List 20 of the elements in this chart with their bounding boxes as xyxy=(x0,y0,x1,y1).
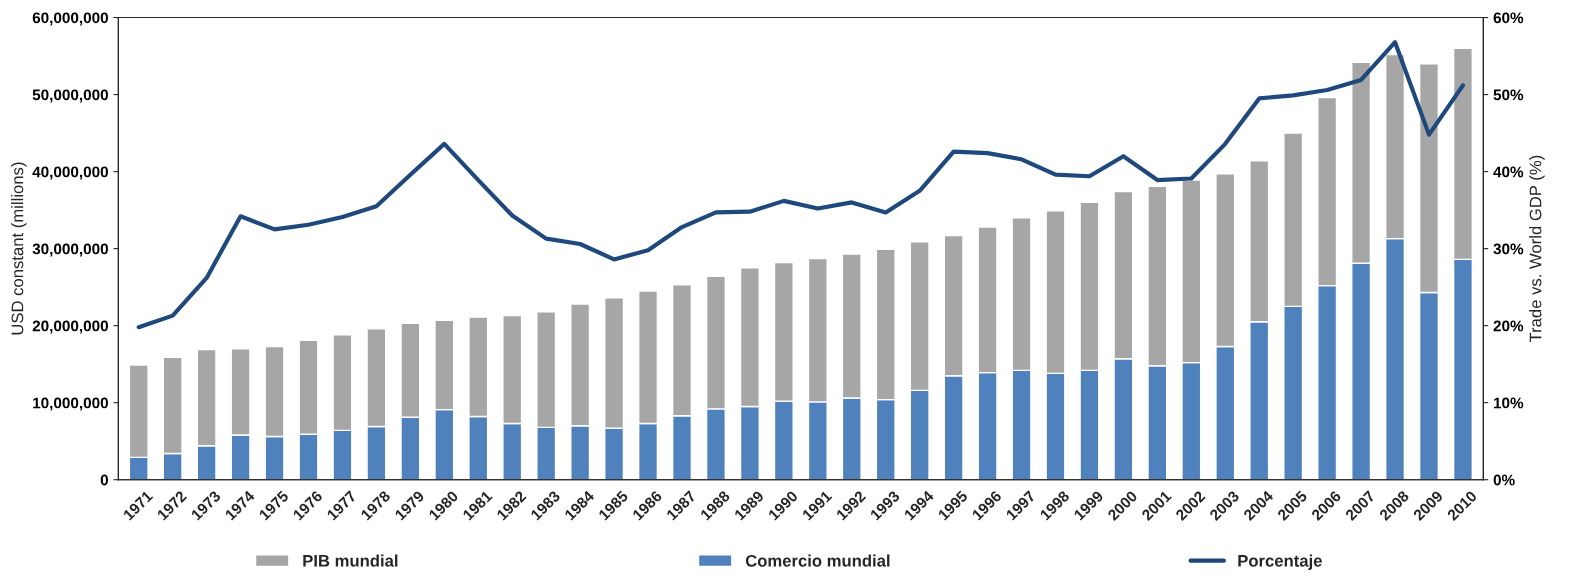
y2-tick-label: 20% xyxy=(1493,320,1524,332)
y2-tick-label: 10% xyxy=(1494,397,1524,409)
y-tick-label: 10,000,000 xyxy=(33,397,109,411)
legend-label: Comercio mundial xyxy=(745,554,890,567)
y-tick-label: 60,000,000 xyxy=(32,12,109,26)
y-tick-label: 0 xyxy=(100,474,108,486)
y2-tick-label: 50% xyxy=(1493,89,1524,101)
y-tick-label: 50,000,000 xyxy=(32,89,109,103)
y-axis-title: USD constant (millions) xyxy=(11,162,27,335)
y2-tick-label: 40% xyxy=(1493,166,1524,178)
legend-label: Porcentaje xyxy=(1238,554,1322,570)
y-tick-label: 40,000,000 xyxy=(32,166,109,180)
y2-tick-label: 60% xyxy=(1493,12,1524,24)
y2-axis-title: Trade vs. World GDP (%) xyxy=(1529,155,1545,343)
y-tick-label: 20,000,000 xyxy=(32,320,109,334)
legend-label: PIB mundial xyxy=(303,554,398,567)
line-series xyxy=(136,40,1466,330)
y2-tick-label: 0% xyxy=(1493,474,1515,486)
y-tick-label: 30,000,000 xyxy=(32,243,109,257)
y2-tick-label: 30% xyxy=(1493,243,1524,255)
